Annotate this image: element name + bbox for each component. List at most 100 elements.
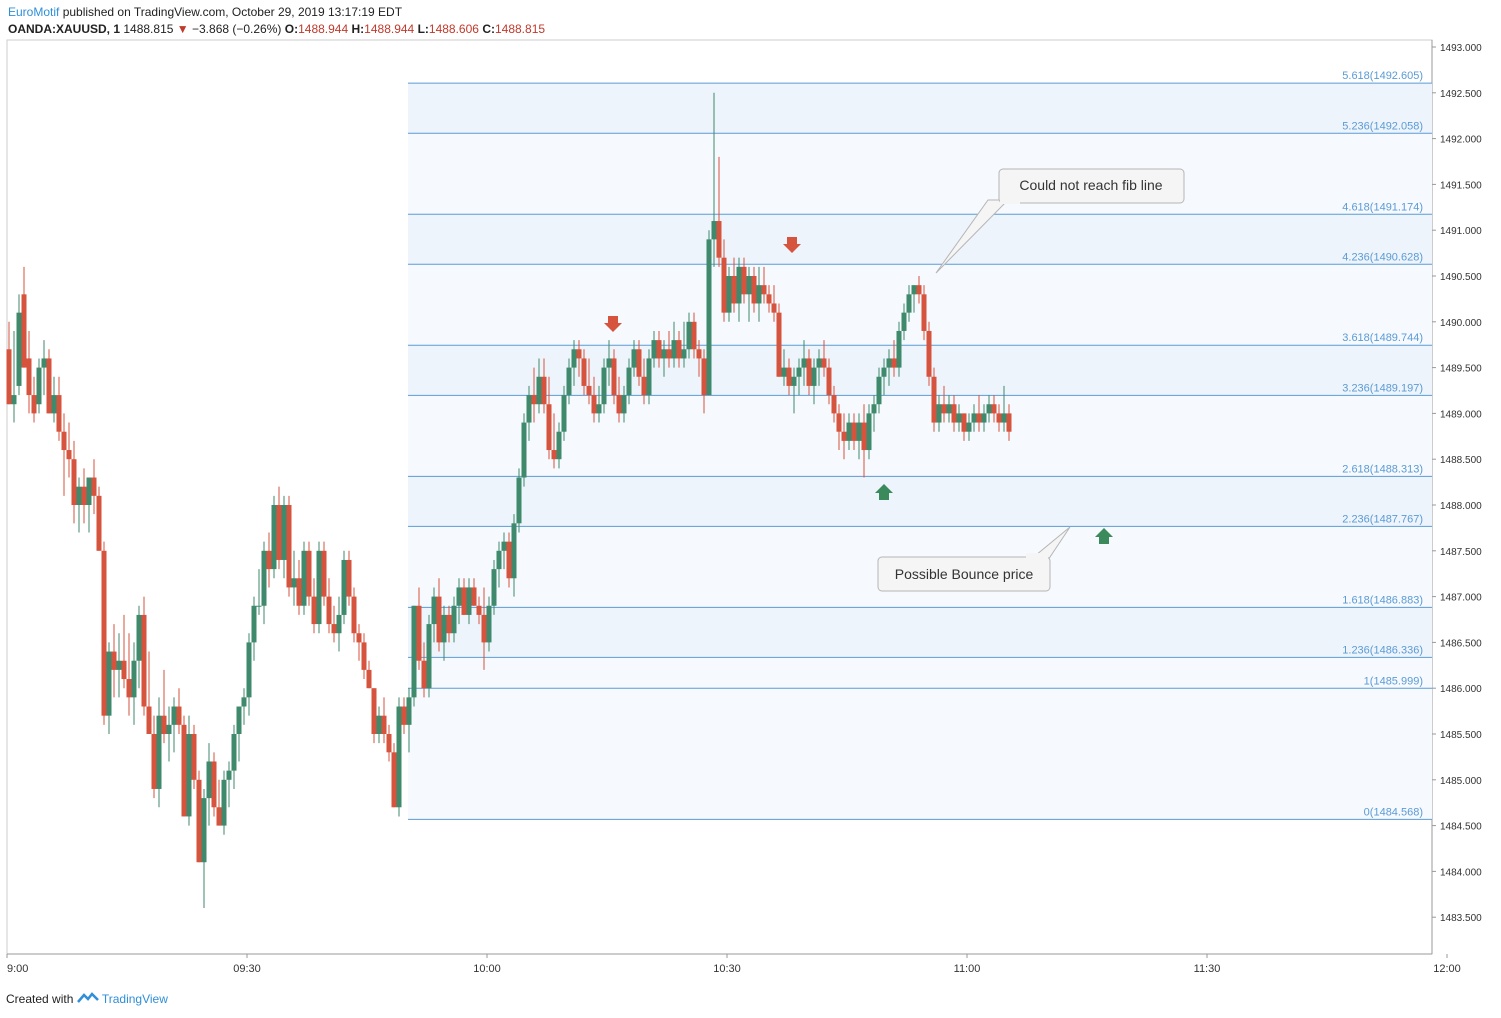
price-tick-label: 1484.000 bbox=[1440, 867, 1482, 878]
candle-body bbox=[691, 321, 697, 350]
candle-body bbox=[791, 376, 797, 386]
price-change: −3.868 (−0.26%) bbox=[192, 22, 282, 36]
candle-body bbox=[976, 413, 982, 423]
candle-body bbox=[546, 404, 552, 451]
candle-body bbox=[951, 404, 957, 423]
candle-body bbox=[761, 285, 767, 295]
callout-box bbox=[877, 556, 1051, 592]
candle-body bbox=[311, 596, 317, 625]
time-tick-label: 09:30 bbox=[233, 963, 261, 975]
price-tick-label: 1486.500 bbox=[1440, 638, 1482, 649]
ohlc-legend: OANDA:XAUUSD, 1 1488.815 ▼ −3.868 (−0.26… bbox=[8, 21, 545, 37]
callout-text: Possible Bounce price bbox=[895, 566, 1034, 582]
fib-label: 5.618(1492.605) bbox=[1342, 70, 1423, 82]
candle-body bbox=[261, 550, 267, 606]
fib-band bbox=[408, 657, 1432, 820]
candle-body bbox=[81, 486, 87, 505]
candle-body bbox=[66, 450, 72, 460]
candle-body bbox=[221, 779, 227, 826]
price-tick-label: 1488.000 bbox=[1440, 501, 1482, 512]
candle-body bbox=[396, 706, 402, 808]
candle-body bbox=[966, 422, 972, 432]
candle-body bbox=[371, 688, 377, 734]
candle-body bbox=[991, 404, 997, 414]
candle-body bbox=[876, 376, 882, 405]
callout-joint bbox=[1000, 196, 1020, 204]
candle-body bbox=[376, 715, 382, 734]
price-tick-label: 1486.000 bbox=[1440, 684, 1482, 695]
candle-body bbox=[131, 660, 137, 698]
published-text: published on TradingView.com, October 29… bbox=[62, 5, 403, 19]
candle-body bbox=[581, 358, 587, 386]
candle-body bbox=[636, 349, 642, 377]
time-tick-label: 11:00 bbox=[954, 963, 981, 975]
candle-body bbox=[281, 505, 287, 560]
candle-body bbox=[551, 450, 557, 460]
candle-body bbox=[536, 376, 542, 405]
price-tick-label: 1487.500 bbox=[1440, 547, 1482, 558]
candle-body bbox=[426, 624, 432, 689]
candle-body bbox=[566, 367, 572, 396]
candle-body bbox=[841, 431, 847, 441]
time-tick-label: 11:30 bbox=[1194, 963, 1221, 975]
candle-body bbox=[856, 422, 862, 441]
candle-body bbox=[471, 587, 477, 606]
candle-body bbox=[971, 413, 977, 423]
candle-body bbox=[301, 550, 307, 606]
candle-body bbox=[481, 614, 487, 643]
candle-body bbox=[421, 660, 427, 689]
candle-body bbox=[136, 614, 142, 661]
candle-body bbox=[176, 706, 182, 725]
candle-body bbox=[276, 505, 282, 560]
open-label: O: bbox=[284, 22, 299, 36]
price-tick-label: 1491.000 bbox=[1440, 226, 1482, 237]
candle-body bbox=[611, 358, 617, 396]
candle-body bbox=[181, 724, 187, 817]
candle-body bbox=[496, 550, 502, 570]
candle-body bbox=[931, 376, 937, 423]
publish-header: EuroMotif published on TradingView.com, … bbox=[8, 4, 402, 20]
candle-body bbox=[491, 569, 497, 606]
candle-body bbox=[256, 605, 262, 607]
callout-pointer bbox=[935, 199, 1010, 274]
candle-body bbox=[196, 779, 202, 863]
candle-body bbox=[661, 349, 667, 359]
candle-body bbox=[76, 486, 82, 505]
tradingview-brand[interactable]: TradingView bbox=[101, 992, 168, 1006]
candle-body bbox=[616, 395, 622, 414]
down-triangle-icon: ▼ bbox=[176, 22, 189, 36]
candle-body bbox=[291, 578, 297, 588]
candle-body bbox=[956, 413, 962, 423]
candle-body bbox=[606, 358, 612, 368]
candle-body bbox=[706, 239, 712, 396]
price-chart[interactable]: 5.618(1492.605) 5.236(1492.058) 4.618(1491… bbox=[0, 0, 1501, 985]
candle-body bbox=[226, 770, 232, 780]
candle-body bbox=[271, 505, 277, 570]
candle-body bbox=[36, 367, 42, 405]
candle-body bbox=[921, 294, 927, 331]
candle-body bbox=[381, 715, 387, 734]
candle-body bbox=[846, 422, 852, 441]
fib-label: 4.618(1491.174) bbox=[1342, 201, 1423, 213]
close-value: 1488.815 bbox=[494, 22, 546, 36]
author-link[interactable]: EuroMotif bbox=[8, 5, 60, 19]
candle-body bbox=[861, 422, 867, 451]
low-label: L: bbox=[417, 22, 429, 36]
candle-body bbox=[731, 276, 737, 304]
candle-body bbox=[826, 367, 832, 396]
price-tick-label: 1490.500 bbox=[1440, 272, 1482, 283]
candle-body bbox=[811, 367, 817, 386]
candle-body bbox=[781, 367, 787, 377]
candle-body bbox=[986, 404, 992, 414]
candle-body bbox=[41, 358, 47, 368]
fib-label: 5.236(1492.058) bbox=[1342, 120, 1423, 132]
candle-body bbox=[161, 715, 167, 734]
candle-body bbox=[46, 358, 52, 414]
candle-body bbox=[696, 349, 702, 359]
candle-body bbox=[341, 559, 347, 615]
price-tick-label: 1491.500 bbox=[1440, 180, 1482, 191]
candle-body bbox=[681, 349, 687, 359]
candle-body bbox=[871, 404, 877, 414]
candle-body bbox=[501, 541, 507, 551]
candle-body bbox=[411, 605, 417, 698]
